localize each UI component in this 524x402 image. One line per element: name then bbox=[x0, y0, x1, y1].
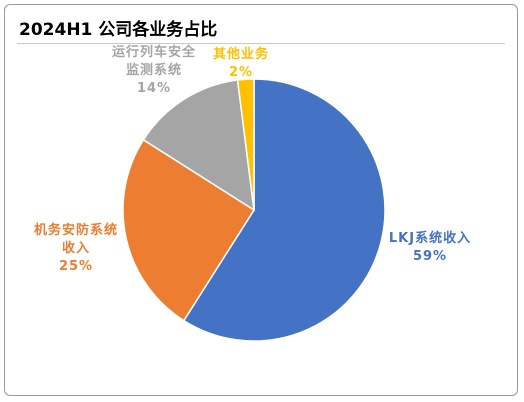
title-rule bbox=[17, 43, 505, 44]
pie-slice bbox=[142, 79, 255, 212]
pie-slice bbox=[182, 78, 386, 342]
chart-frame: 2024H1 公司各业务占比 bbox=[4, 4, 518, 396]
slice-value-label: 59% bbox=[412, 249, 448, 264]
chart-title: 2024H1 公司各业务占比 bbox=[19, 20, 218, 40]
slice-value-label: 25% bbox=[58, 259, 94, 274]
slice-value-label: 2% bbox=[228, 65, 254, 80]
slice-label: 其他业务 bbox=[212, 47, 269, 62]
slice-label: 运行列车安全监测系统 bbox=[111, 45, 196, 78]
slice-value-label: 14% bbox=[136, 81, 172, 96]
pie-slice bbox=[122, 138, 256, 322]
slice-label: LKJ系统收入 bbox=[388, 231, 472, 246]
slice-label: 机务安防系统收入 bbox=[33, 223, 118, 256]
pie-slice bbox=[236, 78, 255, 211]
